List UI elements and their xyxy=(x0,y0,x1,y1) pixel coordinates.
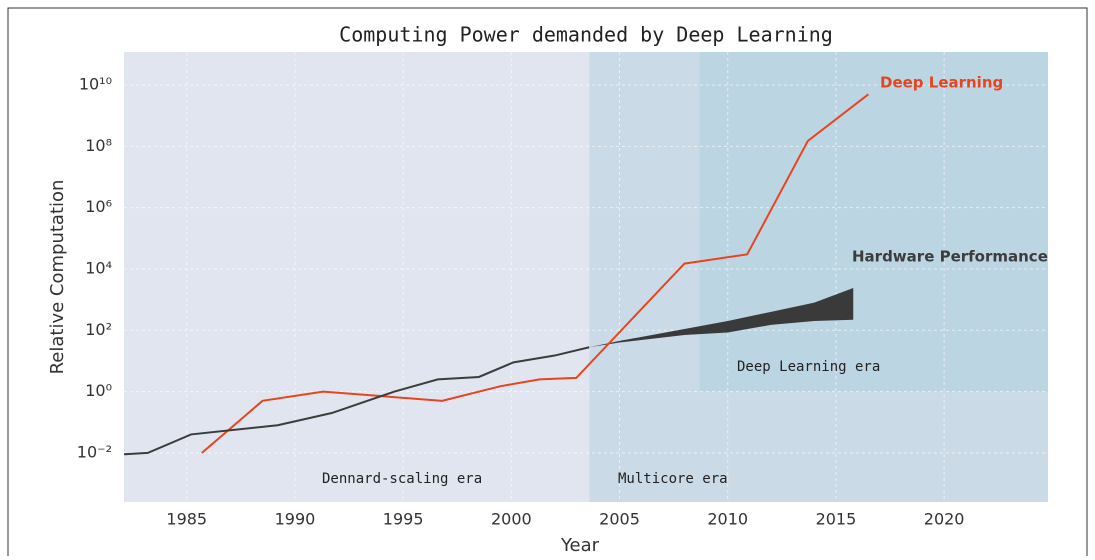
region-label: Multicore era xyxy=(618,471,728,487)
region-label: Deep Learning era xyxy=(737,359,880,375)
y-tick-label: 10¹⁰ xyxy=(79,75,112,94)
y-tick-label: 10⁰ xyxy=(85,381,112,400)
chart-title: Computing Power demanded by Deep Learnin… xyxy=(339,23,833,47)
region-label: Dennard-scaling era xyxy=(322,471,482,487)
era-region xyxy=(699,52,1048,392)
series-label: Deep Learning xyxy=(880,74,1003,92)
y-tick-label: 10⁶ xyxy=(85,197,112,216)
y-tick-label: 10⁸ xyxy=(85,136,112,155)
x-tick-label: 1990 xyxy=(275,510,316,529)
x-tick-label: 2015 xyxy=(816,510,857,529)
x-tick-label: 2020 xyxy=(924,510,965,529)
x-axis-label: Year xyxy=(560,535,600,556)
frame xyxy=(7,7,1088,560)
y-tick-label: 10² xyxy=(85,320,112,339)
x-tick-label: 2000 xyxy=(491,510,532,529)
series-line xyxy=(201,93,870,454)
x-tick-label: 1985 xyxy=(166,510,207,529)
series-label: Hardware Performance xyxy=(852,248,1048,266)
x-tick-label: 1995 xyxy=(383,510,424,529)
hardware-band xyxy=(589,287,854,348)
x-tick-label: 2005 xyxy=(599,510,640,529)
x-tick-label: 2010 xyxy=(707,510,748,529)
series-line xyxy=(123,346,590,456)
y-tick-label: 10⁴ xyxy=(85,258,112,277)
plot-area xyxy=(124,52,1048,502)
y-axis-label: Relative Computation xyxy=(47,180,68,375)
y-tick-label: 10⁻² xyxy=(77,442,112,461)
